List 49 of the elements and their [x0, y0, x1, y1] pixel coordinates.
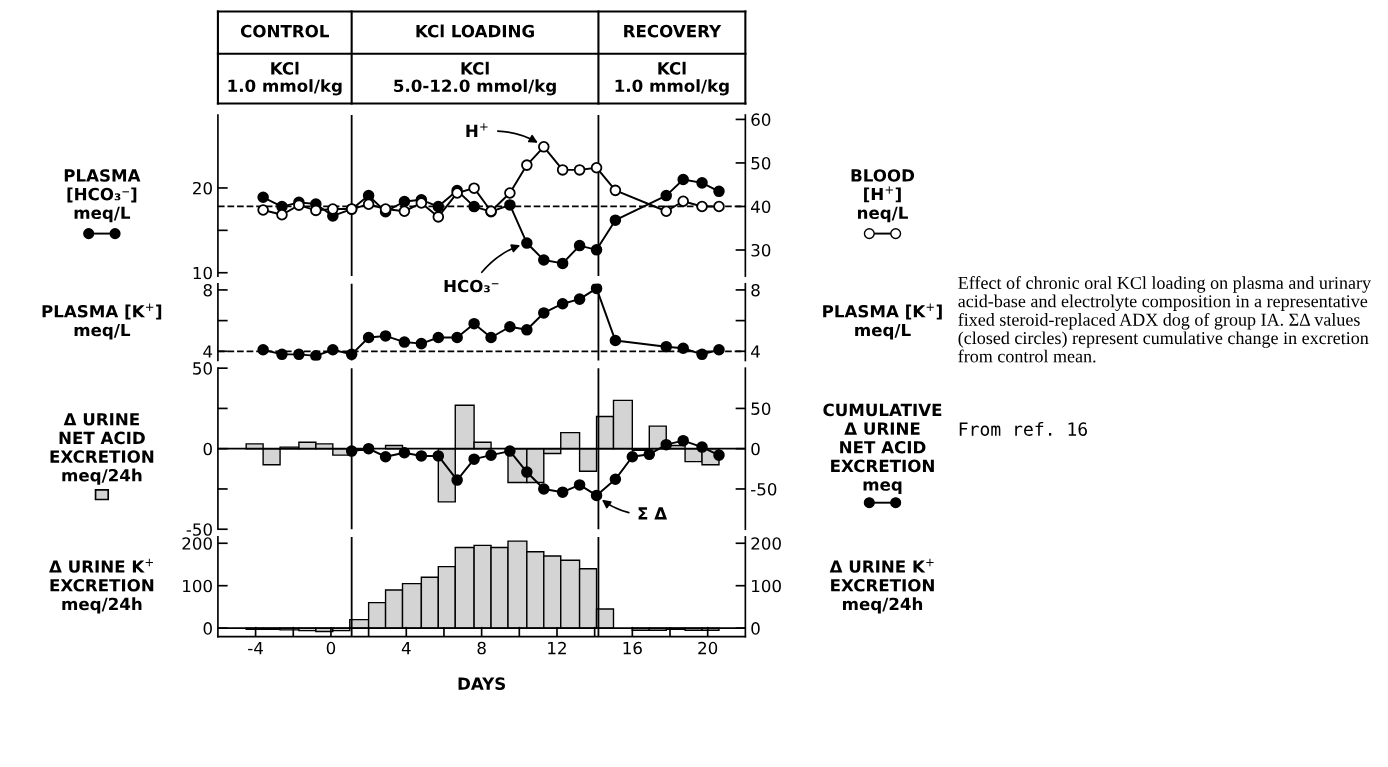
text: Effect of chronic oral KCl loading on plasma and urinary acid-base and electrolyte composition in a representative fixed steroid-replaced ADX dog of group IA. ΣΔ values (closed circles) represent cumulative change in excretion from control mean.: [958, 276, 1371, 363]
y2-tick-label: 0: [751, 442, 760, 456]
x-tick-label: 20: [698, 641, 718, 655]
y2-tick-label: 40: [751, 200, 771, 214]
text: KCl 5.0-12.0 mmol/kg: [394, 61, 556, 96]
text: PLASMA [K$^{+}$] meq/L: [42, 303, 162, 340]
y-tick-label: -50: [186, 523, 212, 536]
x-tick-label: 12: [548, 641, 566, 655]
text: KCl 1.0 mmol/kg: [615, 61, 729, 96]
y2-tick-label: 0: [751, 622, 760, 635]
y-tick-label: 200: [182, 537, 212, 550]
y-tick-label: 20: [193, 181, 212, 195]
y-axis-title: Δ URINE K$^{+}$ EXCRETION meq/24h: [49, 558, 154, 614]
x-tick-label: 16: [623, 641, 642, 655]
y-tick-label: 50: [193, 362, 212, 375]
y-tick-label: 0: [203, 442, 212, 456]
y-tick-label: 100: [183, 579, 212, 593]
y2-tick-label: -50: [751, 482, 777, 496]
y-tick-label: 4: [203, 345, 213, 358]
y-axis-title: PLASMA [HCO₃⁻] meq/L: [64, 169, 141, 223]
x-tick-label: 0: [326, 641, 336, 655]
x-tick-label: -4: [248, 641, 263, 655]
text: CONTROL: [240, 24, 329, 38]
annotation: HCO₃⁻: [444, 279, 499, 293]
y2-tick-label: 30: [751, 243, 771, 257]
y2-tick-label: 100: [752, 579, 781, 593]
y2-tick-label: 50: [751, 402, 771, 415]
x-tick-label: 8: [477, 641, 486, 655]
x-axis-title: DAYS: [458, 677, 506, 690]
annotation: H$^{+}$: [466, 123, 488, 137]
y-tick-label: 10: [193, 266, 212, 280]
y2-tick-label: 200: [751, 537, 781, 550]
y-tick-label: 8: [203, 283, 212, 297]
y-axis-title: Δ URINE NET ACID EXCRETION meq/24h: [50, 413, 154, 485]
text: From ref. 16: [959, 421, 1087, 436]
y2-axis-title: BLOOD [H$^{+}$] neq/L: [851, 169, 915, 223]
y2-axis-title: CUMULATIVE Δ URINE NET ACID EXCRETION meq: [823, 403, 942, 495]
y2-tick-label: 8: [751, 283, 760, 297]
text: KCl LOADING: [416, 24, 534, 38]
y2-tick-label: 50: [751, 156, 771, 170]
x-tick-label: 4: [401, 641, 411, 655]
text: PLASMA [K$^{+}$] meq/L: [823, 303, 942, 340]
y2-axis-title: Δ URINE K$^{+}$ EXCRETION meq/24h: [829, 558, 934, 614]
y2-tick-label: 60: [751, 113, 771, 126]
y2-tick-label: 4: [751, 345, 760, 358]
text: RECOVERY: [624, 24, 722, 38]
annotation: Σ Δ: [638, 507, 668, 520]
text: KCl 1.0 mmol/kg: [228, 61, 342, 96]
y-tick-label: 0: [203, 622, 212, 635]
